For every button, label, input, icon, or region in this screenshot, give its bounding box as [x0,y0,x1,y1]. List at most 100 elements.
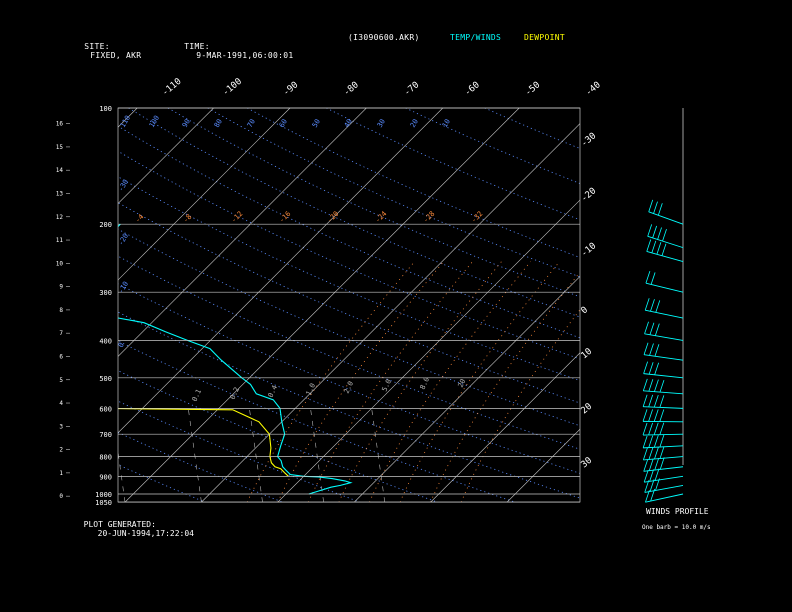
header-time: TIME: 9-MAR-1991,06:00:01 [174,33,293,60]
generated-value: 20-JUN-1994,17:22:04 [97,529,194,538]
wind-barb-flag [653,435,659,448]
height-label: 3 [59,423,63,430]
wind-barb-flag [645,490,650,503]
wind-barb-flag [643,447,648,461]
wind-barb-flag [659,434,665,448]
site-value: FIXED, AKR [90,51,142,60]
wind-barb-flag [642,394,648,407]
wind-barb-flag [642,378,648,391]
isotherm [201,123,580,502]
dry-adiabat-label: 40 [343,118,354,129]
dry-adiabat [167,108,580,298]
mixing-ratio-line [371,408,386,502]
wind-barb-flag [648,458,654,471]
wind-barb-flag [659,379,665,393]
mixing-ratio-label: 8.0 [419,376,432,391]
wind-barb-flag [643,459,649,472]
wind-barb-flag [642,409,648,422]
file-name: (I3090600.AKR) [348,33,420,42]
dry-adiabat [118,176,580,382]
height-label: 6 [59,353,63,360]
wind-barb [643,354,684,361]
pressure-label: 800 [99,454,112,462]
wind-barb-flag [653,201,658,214]
wind-barb-flag [653,422,659,435]
dry-adiabat [118,125,580,339]
wind-barb [646,251,684,263]
barb-note: One barb = 10.0 m/s [642,524,711,531]
time-label: TIME: [184,42,210,51]
wind-barb-flag [655,478,660,491]
dry-adiabat [484,108,580,149]
isotherm [0,108,61,502]
moist-adiabat-label: -16 [278,210,293,225]
isotherm [118,108,214,205]
dry-adiabat-label: 110 [119,114,132,129]
mixing-ratio-label: 1.0 [305,382,318,397]
moist-adiabat-label: -8 [182,213,194,225]
moist-adiabat-label: -12 [230,210,245,225]
wind-barb-flag [644,480,650,493]
dry-adiabat [118,340,516,502]
wind-barb-flag [662,228,667,242]
wind-barb [643,445,684,449]
wind-barb-flag [659,457,665,470]
site-label: SITE: [84,42,110,51]
isotherm [506,428,580,502]
right-temp-label: 30 [580,456,595,471]
isotherm [118,108,138,128]
dry-adiabat [118,431,283,502]
generated-label: PLOT GENERATED: [83,520,156,529]
wind-barb-flag [654,379,659,392]
wind-barb [644,475,684,483]
mixing-ratio-line [35,408,48,502]
mixing-ratio-line [118,449,126,502]
top-temp-label: -110 [161,77,184,99]
plot-frame [117,107,581,503]
dry-adiabat [118,311,580,499]
right-temp-label: 20 [580,402,595,417]
height-label: 5 [59,377,63,384]
moist-adiabat [460,309,580,502]
wind-barb-flag [648,379,654,392]
isotherm [354,275,580,502]
moist-adiabat-label: -32 [470,210,485,225]
height-label: 10 [56,260,64,267]
top-temp-label: -80 [342,80,361,98]
wind-barb-flag [652,225,658,239]
pressure-label: 900 [99,473,112,481]
wind-barb-flag [646,239,652,252]
right-temp-label: -30 [580,131,599,149]
height-label: 14 [56,167,64,174]
wind-barb-flag [649,322,655,335]
wind-barb [645,309,684,319]
isotherm [584,108,792,502]
wind-barb-flag [659,446,665,459]
moist-adiabat-label: -28 [422,210,437,225]
moist-adiabat [399,261,560,502]
wind-barb-flag [656,242,662,255]
top-temp-label: -50 [524,80,543,98]
wind-barb-flag [650,272,656,285]
isotherm [118,108,291,281]
height-label: 4 [59,400,63,407]
dry-adiabat-label: 20 [409,118,420,129]
height-label: 11 [56,237,64,244]
dry-adiabat [118,228,580,427]
wind-barb [648,211,684,225]
height-label: 0 [59,493,63,500]
wind-barb-flag [648,435,654,448]
wind-barb-flag [657,203,663,216]
dry-adiabat [326,108,580,221]
height-label: 2 [59,447,63,454]
dry-adiabat-label: 70 [246,118,257,129]
wind-barb-flag [648,409,653,422]
isotherm [660,108,792,502]
wind-barb-flag [654,362,660,375]
moist-adiabat [308,261,473,502]
wind-barb-flag [647,224,653,237]
right-temp-label: 0 [580,305,591,316]
dry-adiabat-label-left: 0 [117,341,126,349]
right-temp-label: 10 [580,347,595,362]
